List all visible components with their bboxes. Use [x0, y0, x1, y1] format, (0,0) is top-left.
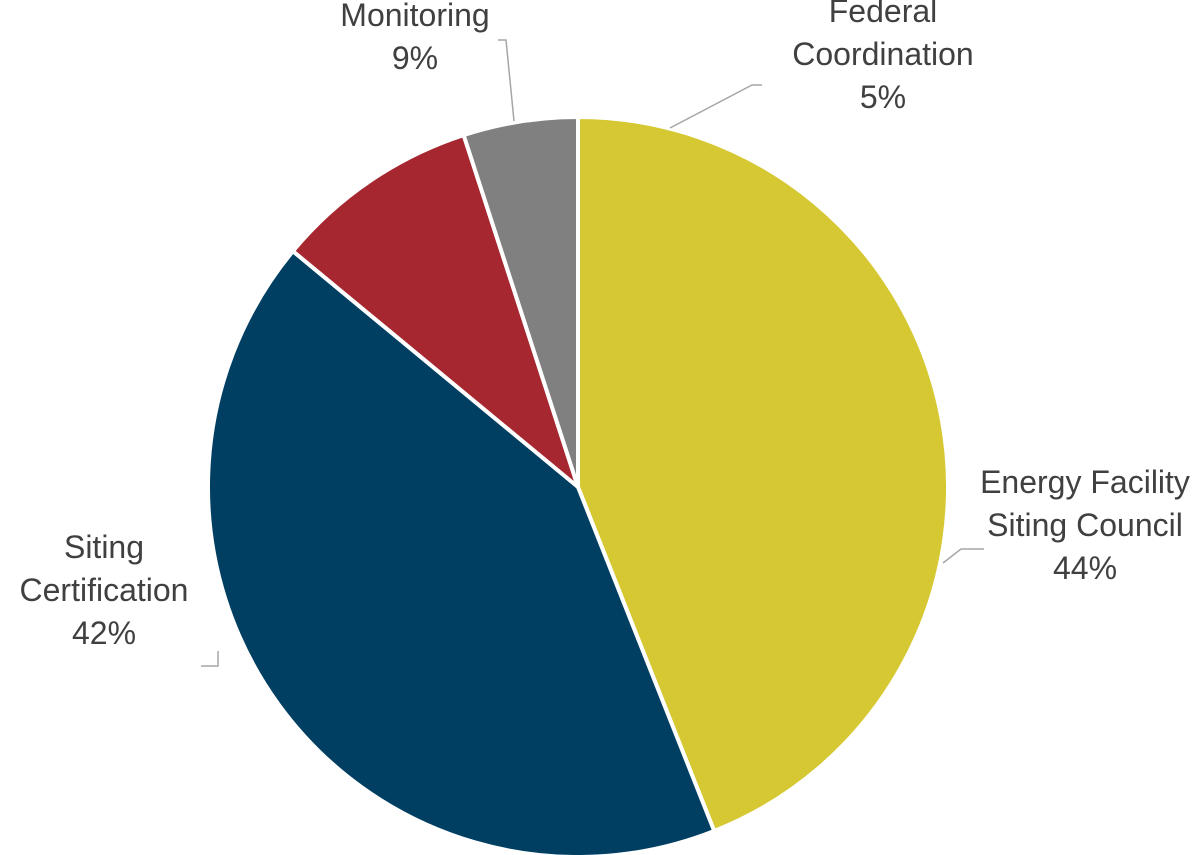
slice-name-label: Federal — [829, 0, 938, 29]
pie-slice-siting-certification — [205, 249, 717, 855]
pie-slice-energy-facility-siting-council — [576, 115, 950, 834]
slice-label-energy-facility-siting-council: Energy Facility Siting Council 44% — [980, 464, 1190, 586]
slice-labels: Energy Facility Siting Council 44% Siting Ce… — [20, 0, 1190, 651]
slice-name-label: Certification — [20, 572, 189, 608]
slice-percent-label: 5% — [860, 79, 906, 115]
leader-line-siting-certification — [201, 651, 219, 667]
slice-name-label: Monitoring — [340, 0, 489, 33]
leader-lines — [201, 39, 984, 667]
pie-slice-monitoring — [290, 133, 580, 489]
slice-name-label: Energy Facility — [980, 464, 1190, 500]
slice-label-siting-certification: Siting Certification 42% — [20, 529, 189, 651]
slice-label-monitoring: Monitoring 9% — [340, 0, 489, 76]
leader-line-monitoring — [498, 39, 515, 122]
slice-percent-label: 42% — [72, 615, 136, 651]
pie-slices — [205, 115, 950, 855]
leader-line-federal-coordination — [669, 84, 762, 129]
slice-name-label: Coordination — [792, 36, 973, 72]
pie-slice-federal-coordination — [461, 115, 580, 489]
slice-percent-label: 44% — [1053, 550, 1117, 586]
slice-name-label: Siting — [64, 529, 144, 565]
slice-label-federal-coordination: Federal Coordination 5% — [792, 0, 973, 115]
slice-percent-label: 9% — [392, 40, 438, 76]
leader-line-energy-facility-siting-council — [942, 548, 984, 564]
slice-name-label: Siting Council — [987, 507, 1183, 543]
